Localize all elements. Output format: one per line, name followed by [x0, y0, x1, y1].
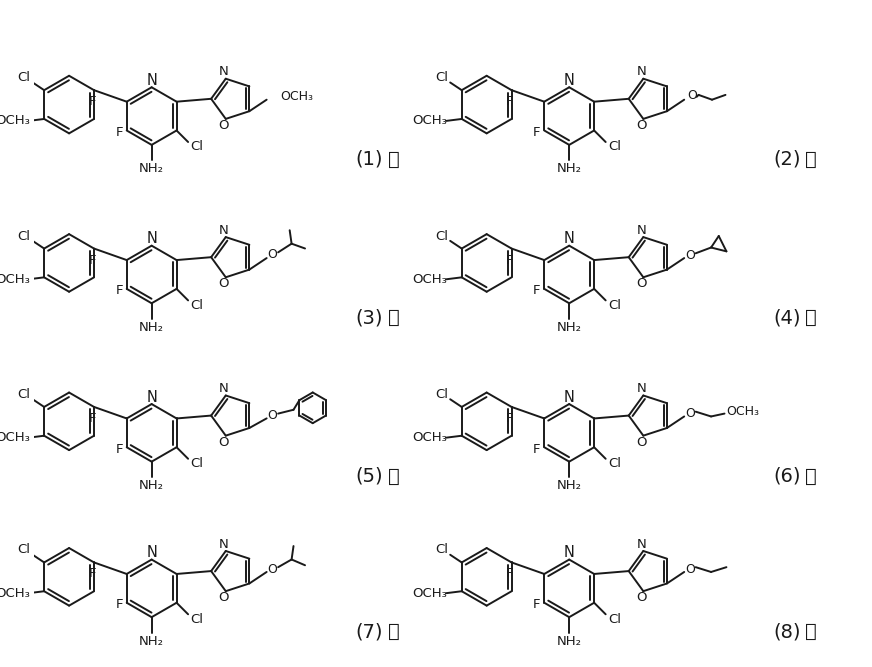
- Text: N: N: [146, 546, 157, 560]
- Text: O: O: [687, 89, 697, 102]
- Text: NH₂: NH₂: [556, 634, 582, 648]
- Text: ，: ，: [388, 466, 399, 486]
- Text: Cl: Cl: [608, 612, 621, 626]
- Text: ，: ，: [805, 308, 817, 327]
- Text: OCH₃: OCH₃: [726, 405, 760, 418]
- Text: ，: ，: [805, 466, 817, 486]
- Text: N: N: [146, 73, 157, 88]
- Text: NH₂: NH₂: [140, 162, 164, 175]
- Text: O: O: [219, 592, 229, 604]
- Text: N: N: [564, 390, 575, 405]
- Text: F: F: [88, 412, 96, 425]
- Text: (8): (8): [773, 622, 800, 641]
- Text: F: F: [115, 126, 123, 139]
- Text: O: O: [219, 277, 229, 291]
- Text: N: N: [219, 65, 228, 79]
- Text: ，: ，: [388, 308, 399, 327]
- Text: O: O: [268, 562, 277, 576]
- Text: NH₂: NH₂: [556, 321, 582, 334]
- Text: N: N: [637, 224, 646, 237]
- Text: (1): (1): [356, 150, 384, 169]
- Text: (4): (4): [773, 308, 800, 327]
- Text: Cl: Cl: [435, 71, 448, 84]
- Text: OCH₃: OCH₃: [0, 431, 30, 444]
- Text: (2): (2): [773, 150, 800, 169]
- Text: N: N: [146, 231, 157, 246]
- Text: O: O: [637, 592, 647, 604]
- Text: NH₂: NH₂: [556, 162, 582, 175]
- Text: Cl: Cl: [435, 229, 448, 243]
- Text: N: N: [219, 538, 228, 551]
- Text: Cl: Cl: [190, 612, 203, 626]
- Text: OCH₃: OCH₃: [280, 90, 313, 103]
- Text: F: F: [88, 253, 96, 267]
- Text: Cl: Cl: [17, 544, 31, 556]
- Text: O: O: [268, 247, 277, 261]
- Text: F: F: [88, 95, 96, 108]
- Text: ，: ，: [805, 150, 817, 169]
- Text: N: N: [564, 546, 575, 560]
- Text: ，: ，: [805, 622, 817, 641]
- Text: O: O: [685, 249, 695, 261]
- Text: F: F: [115, 598, 123, 611]
- Text: OCH₃: OCH₃: [412, 273, 447, 285]
- Text: Cl: Cl: [17, 388, 31, 401]
- Text: NH₂: NH₂: [140, 479, 164, 492]
- Text: Cl: Cl: [190, 457, 203, 470]
- Text: Cl: Cl: [435, 388, 448, 401]
- Text: Cl: Cl: [190, 299, 203, 311]
- Text: ，: ，: [388, 622, 399, 641]
- Text: O: O: [219, 436, 229, 449]
- Text: NH₂: NH₂: [140, 634, 164, 648]
- Text: O: O: [637, 277, 647, 291]
- Text: Cl: Cl: [608, 299, 621, 311]
- Text: (7): (7): [356, 622, 384, 641]
- Text: N: N: [637, 65, 646, 79]
- Text: F: F: [506, 95, 514, 108]
- Text: Cl: Cl: [17, 71, 31, 84]
- Text: O: O: [219, 119, 229, 132]
- Text: O: O: [268, 409, 277, 422]
- Text: ，: ，: [388, 150, 399, 169]
- Text: F: F: [533, 126, 541, 139]
- Text: OCH₃: OCH₃: [0, 587, 30, 600]
- Text: N: N: [637, 382, 646, 396]
- Text: Cl: Cl: [435, 544, 448, 556]
- Text: F: F: [506, 253, 514, 267]
- Text: F: F: [533, 443, 541, 456]
- Text: O: O: [685, 407, 695, 420]
- Text: N: N: [219, 224, 228, 237]
- Text: N: N: [637, 538, 646, 551]
- Text: Cl: Cl: [190, 140, 203, 153]
- Text: OCH₃: OCH₃: [412, 114, 447, 127]
- Text: OCH₃: OCH₃: [412, 431, 447, 444]
- Text: N: N: [219, 382, 228, 396]
- Text: N: N: [146, 390, 157, 405]
- Text: (6): (6): [773, 466, 800, 486]
- Text: F: F: [88, 568, 96, 580]
- Text: (3): (3): [356, 308, 384, 327]
- Text: OCH₃: OCH₃: [0, 273, 30, 285]
- Text: O: O: [685, 562, 695, 576]
- Text: Cl: Cl: [608, 140, 621, 153]
- Text: N: N: [564, 231, 575, 246]
- Text: F: F: [533, 284, 541, 297]
- Text: N: N: [564, 73, 575, 88]
- Text: (5): (5): [356, 466, 384, 486]
- Text: F: F: [506, 412, 514, 425]
- Text: Cl: Cl: [608, 457, 621, 470]
- Text: OCH₃: OCH₃: [0, 114, 30, 127]
- Text: NH₂: NH₂: [140, 321, 164, 334]
- Text: O: O: [637, 436, 647, 449]
- Text: F: F: [533, 598, 541, 611]
- Text: F: F: [506, 568, 514, 580]
- Text: OCH₃: OCH₃: [412, 587, 447, 600]
- Text: Cl: Cl: [17, 229, 31, 243]
- Text: F: F: [115, 443, 123, 456]
- Text: NH₂: NH₂: [556, 479, 582, 492]
- Text: F: F: [115, 284, 123, 297]
- Text: O: O: [637, 119, 647, 132]
